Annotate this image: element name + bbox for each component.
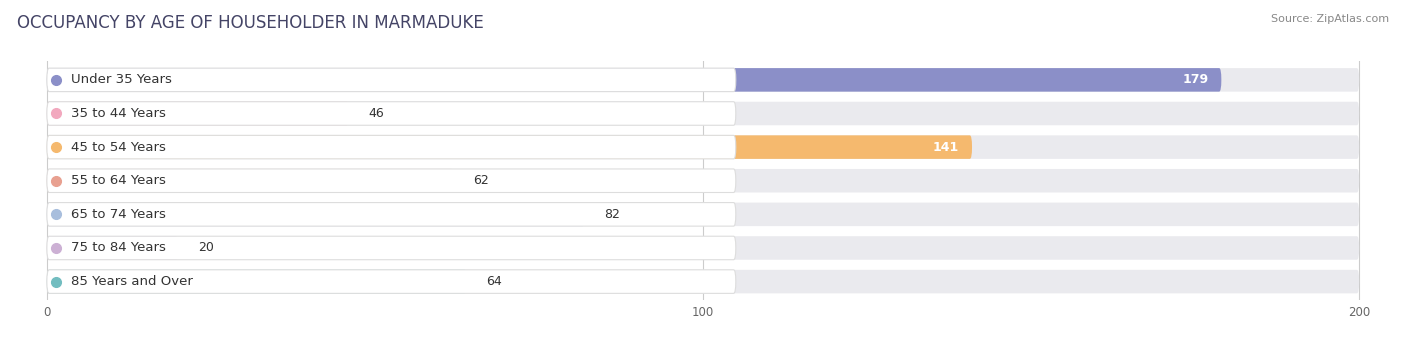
- Text: Under 35 Years: Under 35 Years: [70, 73, 172, 86]
- Text: 141: 141: [932, 140, 959, 153]
- Text: 55 to 64 Years: 55 to 64 Years: [70, 174, 166, 187]
- FancyBboxPatch shape: [46, 203, 735, 226]
- Text: 64: 64: [486, 275, 502, 288]
- Text: 35 to 44 Years: 35 to 44 Years: [70, 107, 166, 120]
- FancyBboxPatch shape: [46, 68, 1222, 92]
- FancyBboxPatch shape: [46, 135, 972, 159]
- FancyBboxPatch shape: [46, 68, 735, 92]
- Text: 46: 46: [368, 107, 384, 120]
- Text: Source: ZipAtlas.com: Source: ZipAtlas.com: [1271, 14, 1389, 24]
- FancyBboxPatch shape: [46, 270, 467, 293]
- FancyBboxPatch shape: [46, 203, 1360, 226]
- FancyBboxPatch shape: [46, 135, 735, 159]
- Text: 82: 82: [605, 208, 620, 221]
- Text: 62: 62: [474, 174, 489, 187]
- Text: 179: 179: [1182, 73, 1208, 86]
- Text: 85 Years and Over: 85 Years and Over: [70, 275, 193, 288]
- FancyBboxPatch shape: [46, 236, 1360, 260]
- Text: 75 to 84 Years: 75 to 84 Years: [70, 241, 166, 254]
- FancyBboxPatch shape: [46, 68, 1360, 92]
- FancyBboxPatch shape: [46, 270, 735, 293]
- FancyBboxPatch shape: [46, 102, 349, 125]
- FancyBboxPatch shape: [46, 236, 179, 260]
- FancyBboxPatch shape: [46, 169, 454, 193]
- FancyBboxPatch shape: [46, 236, 735, 260]
- FancyBboxPatch shape: [46, 102, 1360, 125]
- FancyBboxPatch shape: [46, 169, 735, 193]
- Text: 20: 20: [198, 241, 214, 254]
- Text: 45 to 54 Years: 45 to 54 Years: [70, 140, 166, 153]
- FancyBboxPatch shape: [46, 135, 1360, 159]
- FancyBboxPatch shape: [46, 169, 1360, 193]
- FancyBboxPatch shape: [46, 203, 585, 226]
- FancyBboxPatch shape: [46, 102, 735, 125]
- Text: OCCUPANCY BY AGE OF HOUSEHOLDER IN MARMADUKE: OCCUPANCY BY AGE OF HOUSEHOLDER IN MARMA…: [17, 14, 484, 32]
- FancyBboxPatch shape: [46, 270, 1360, 293]
- Text: 65 to 74 Years: 65 to 74 Years: [70, 208, 166, 221]
